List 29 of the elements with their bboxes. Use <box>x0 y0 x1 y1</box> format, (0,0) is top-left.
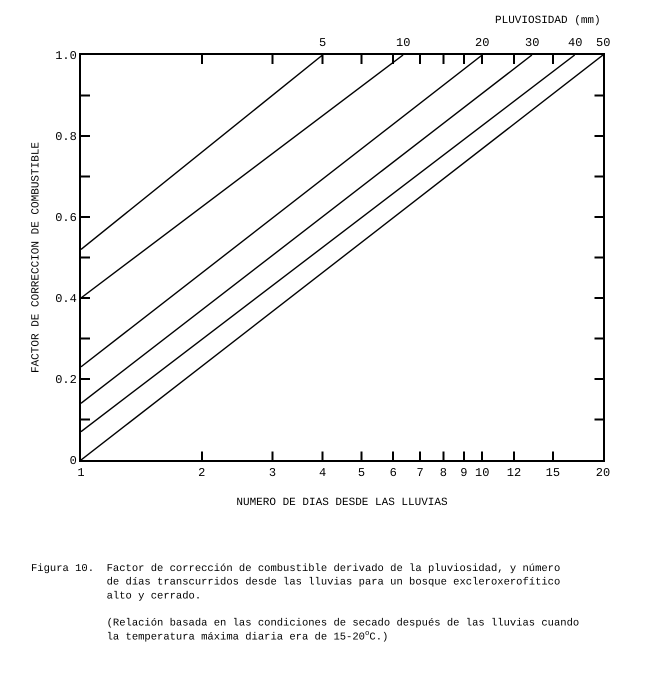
x-tick-label: 6 <box>390 466 397 480</box>
x-tick-label: 8 <box>440 466 447 480</box>
series-label: 30 <box>525 36 540 50</box>
x-tick-label: 12 <box>506 466 522 480</box>
x-tick-label: 5 <box>358 466 366 480</box>
x-tick-label: 4 <box>318 466 326 480</box>
series-label: 10 <box>396 36 410 50</box>
x-tick-label: 20 <box>596 466 610 480</box>
y-tick-label: 1.0 <box>55 49 77 64</box>
x-tick-label: 1 <box>77 466 85 480</box>
series-label: 40 <box>568 36 582 50</box>
x-tick-label: 7 <box>416 466 424 480</box>
series-label: 20 <box>475 36 490 50</box>
x-tick-label: 15 <box>546 466 560 480</box>
y-tick-label: 0.4 <box>55 292 77 306</box>
x-tick-label: 2 <box>198 466 206 480</box>
x-tick-label: 10 <box>475 466 490 480</box>
x-tick-label: 9 <box>460 466 468 480</box>
series-label: 50 <box>596 36 610 50</box>
series-label: 5 <box>319 36 326 50</box>
text: Figura 10. Factor de corrección de combustible derivado de la pluviosidad, y número de días transcurridos desde las lluvias para un bosque excleroxerofítico alto y cerrado. (Relación basada en las condiciones de secado después de las lluvias cuando la temperatura máxima diaria era de 15-20$^{o}$C.) <box>31 563 580 644</box>
y-tick-label: 0.2 <box>55 373 77 388</box>
y-tick-label: 0.8 <box>55 130 77 144</box>
y-axis-title: FACTOR DE CORRECCION DE COMBUSTIBLE <box>30 142 42 374</box>
x-tick-label: 3 <box>268 466 276 480</box>
y-tick-label: 0.6 <box>55 211 77 226</box>
text: PLUVIOSIDAD (mm) <box>495 15 601 27</box>
y-tick-label: 0 <box>70 454 77 468</box>
x-axis-title: NUMERO DE DIAS DESDE LAS LLUVIAS <box>236 496 448 509</box>
